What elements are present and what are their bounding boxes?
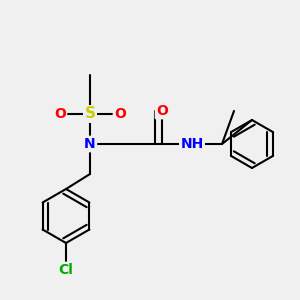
Text: N: N [84, 137, 96, 151]
Text: O: O [54, 107, 66, 121]
Text: O: O [156, 104, 168, 118]
Text: Cl: Cl [58, 263, 74, 277]
Text: S: S [85, 106, 95, 122]
Text: NH: NH [180, 137, 204, 151]
Text: O: O [114, 107, 126, 121]
